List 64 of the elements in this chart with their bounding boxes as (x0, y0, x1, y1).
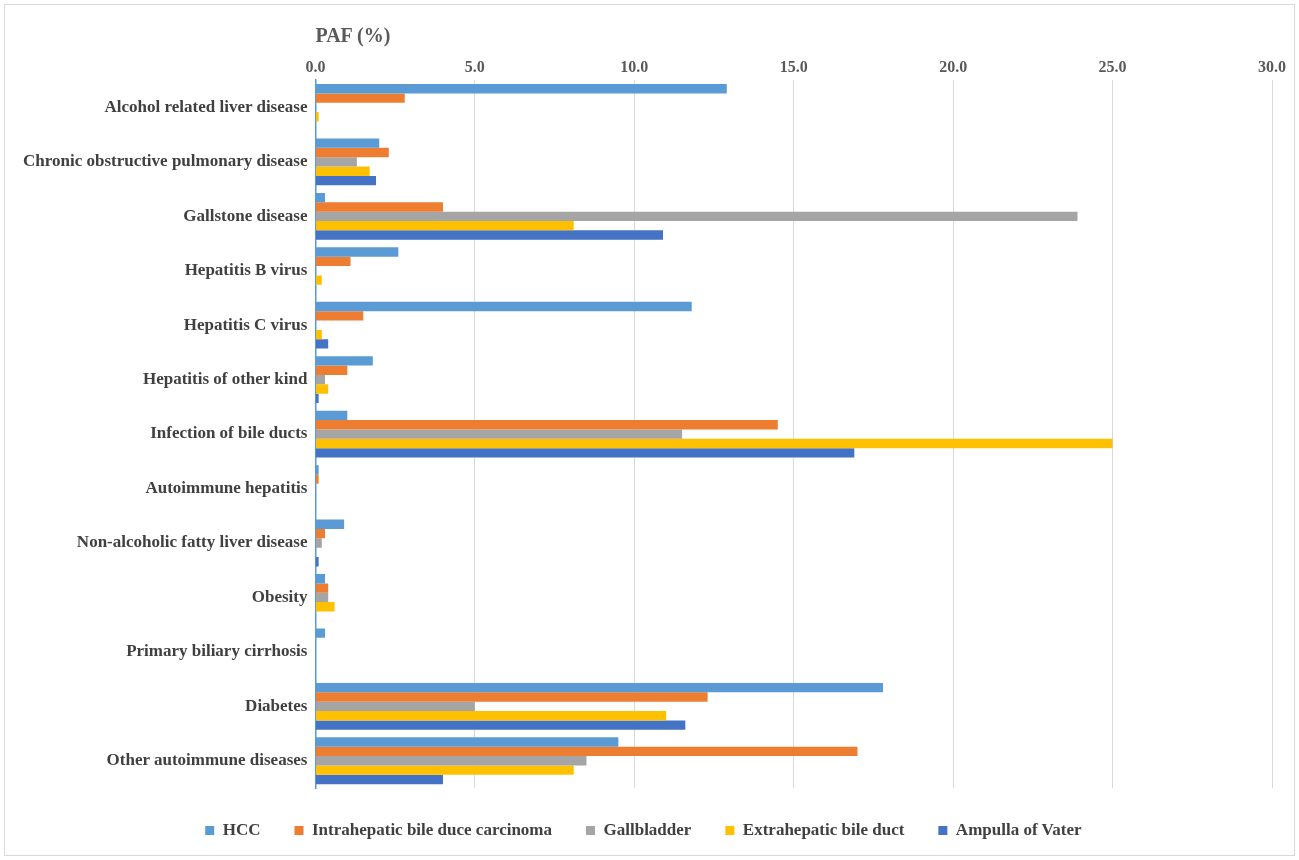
bar (315, 275, 322, 285)
bar (315, 329, 322, 340)
bar (315, 202, 443, 212)
y-tick-label: Non-alcoholic fatty liver disease (76, 532, 308, 552)
y-tick-label: Primary biliary cirrhosis (126, 641, 308, 661)
y-tick-label: Infection of bile ducts (150, 423, 308, 443)
bar (315, 720, 686, 730)
x-axis-title: PAF (%) (315, 24, 391, 48)
legend-label: Ampulla of Vater (955, 819, 1082, 839)
y-tick-label: Diabetes (245, 695, 308, 715)
bar (315, 538, 322, 548)
bar (315, 420, 778, 430)
legend-label: Intrahepatic bile duce carcinoma (311, 819, 553, 839)
bar (315, 557, 319, 567)
bar (315, 583, 329, 593)
y-tick-label: Obesity (251, 586, 308, 606)
y-tick-label: Autoimmune hepatitis (145, 477, 308, 497)
bar (315, 393, 319, 404)
bar (315, 429, 683, 439)
x-tick-label: 20.0 (939, 57, 968, 75)
bar (315, 157, 357, 167)
x-tick-label: 30.0 (1258, 57, 1286, 75)
legend-label: Extrahepatic bile duct (742, 819, 905, 839)
legend-label: Gallbladder (603, 819, 692, 839)
bar (315, 256, 351, 267)
bar (315, 448, 855, 458)
bar (315, 374, 326, 385)
bar (315, 756, 587, 766)
y-tick-label: Chronic obstructive pulmonary disease (22, 151, 308, 171)
bar (315, 112, 319, 122)
bar (315, 147, 389, 158)
y-tick-label: Other autoimmune diseases (106, 750, 308, 770)
legend-label: HCC (222, 819, 261, 839)
bar (315, 211, 1078, 221)
y-tick-label: Alcohol related liver disease (104, 96, 308, 116)
bar (315, 438, 1113, 449)
x-tick-label: 0.0 (305, 57, 326, 75)
bar (315, 746, 858, 757)
bar (315, 701, 475, 712)
y-tick-label: Gallstone disease (183, 205, 308, 225)
bar (315, 166, 370, 176)
bar (315, 765, 574, 775)
bar (315, 528, 326, 539)
bar (315, 692, 708, 702)
y-tick-label: Hepatitis C virus (183, 314, 308, 334)
x-tick-label: 10.0 (620, 57, 649, 75)
bar (315, 602, 335, 612)
x-tick-label: 5.0 (464, 57, 485, 75)
bar (315, 711, 667, 721)
x-tick-label: 15.0 (779, 57, 808, 75)
bar (315, 365, 348, 375)
bar (315, 93, 405, 103)
bar (315, 592, 329, 603)
bar (315, 339, 329, 349)
x-tick-label: 25.0 (1098, 57, 1127, 75)
bar (315, 774, 443, 785)
y-tick-label: Hepatitis of other kind (142, 369, 308, 389)
bar (315, 311, 364, 321)
bar (315, 175, 377, 186)
y-tick-label: Hepatitis B virus (184, 260, 308, 280)
bar (315, 221, 574, 231)
bar (315, 474, 319, 484)
bar (315, 230, 663, 240)
bar (315, 384, 329, 394)
